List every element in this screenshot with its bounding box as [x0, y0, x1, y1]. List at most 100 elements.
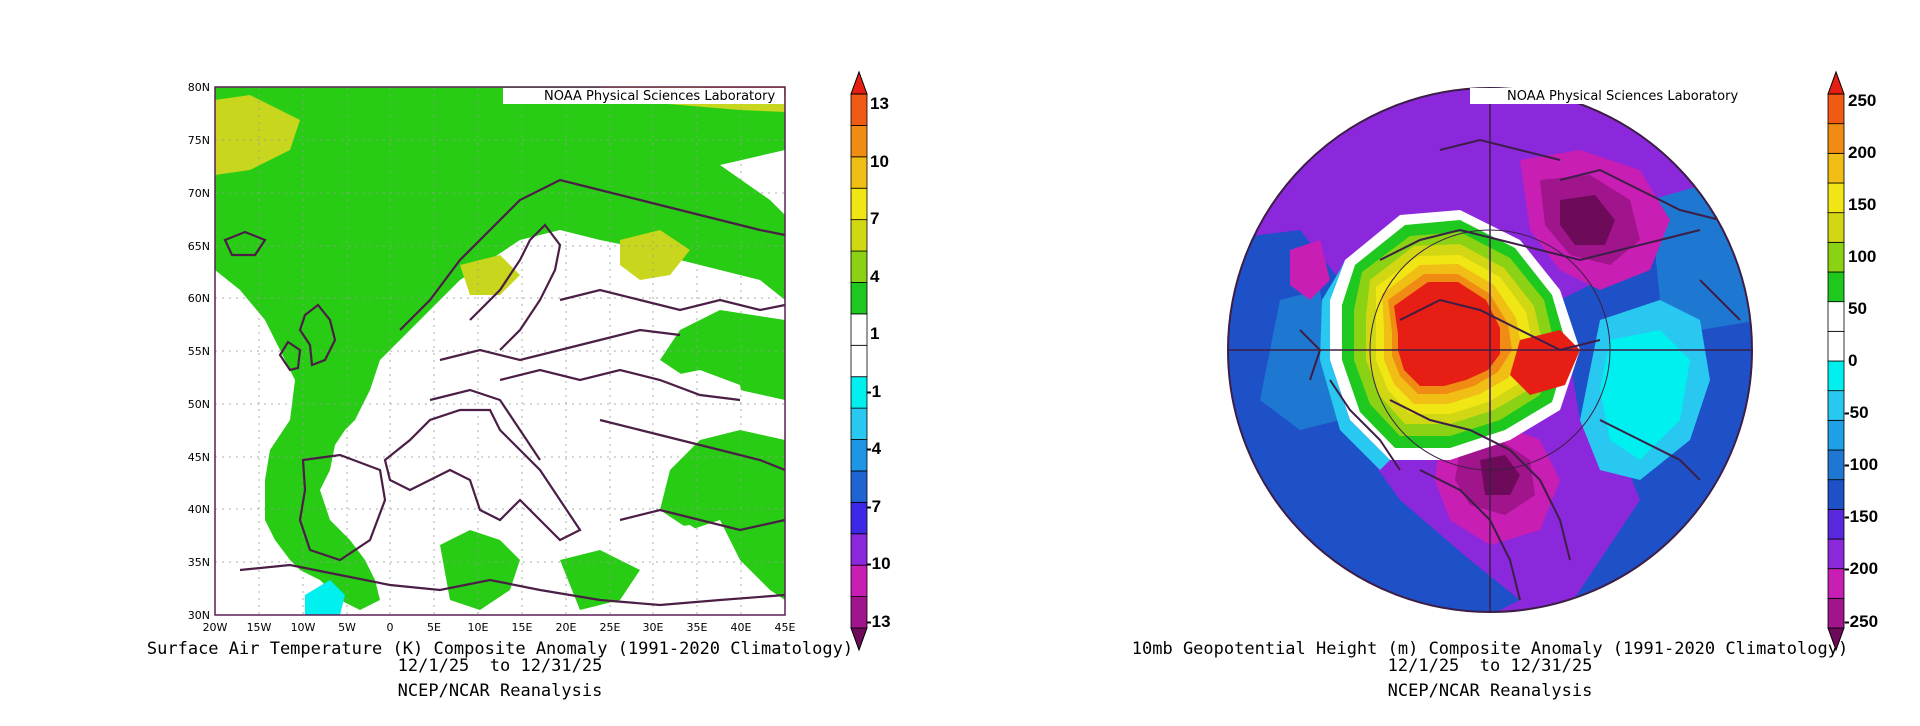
lon-label: 15W — [247, 621, 272, 634]
lon-label: 5W — [338, 621, 356, 634]
colorbar-swatch — [850, 219, 868, 252]
colorbar-swatch — [1827, 182, 1845, 214]
colorbar-label: 4 — [870, 267, 880, 286]
map-title: 10mb Geopotential Height (m) Composite A… — [1132, 639, 1848, 659]
colorbar-swatch — [1827, 330, 1845, 362]
date-range: 12/1/25 to 12/31/25 — [1388, 656, 1593, 676]
lat-label: 45N — [188, 451, 210, 464]
lon-label: 25E — [600, 621, 621, 634]
lon-label: 0 — [387, 621, 394, 634]
lon-label: 15E — [512, 621, 533, 634]
lon-label: 20W — [203, 621, 228, 634]
colorbar-swatch — [1827, 449, 1845, 481]
colorbar-label: -200 — [1844, 559, 1878, 578]
colorbar-label: 150 — [1848, 195, 1876, 214]
colorbar-swatch — [850, 596, 868, 629]
geopotential-colorbar — [1827, 70, 1845, 652]
lat-label: 40N — [188, 503, 210, 516]
colorbar-label: -13 — [866, 612, 891, 631]
colorbar-label: 50 — [1848, 299, 1867, 318]
lon-label: 10W — [291, 621, 316, 634]
coastlines — [223, 178, 786, 607]
colorbar-swatch — [850, 407, 868, 440]
colorbar-swatch — [850, 344, 868, 378]
colorbar-label: 1 — [870, 324, 879, 343]
colorbar-swatch — [1827, 479, 1845, 510]
lat-label: 50N — [188, 398, 210, 411]
date-range: 12/1/25 to 12/31/25 — [398, 656, 603, 676]
colorbar-label: 13 — [870, 94, 889, 113]
colorbar-swatch — [850, 250, 868, 283]
lat-label: 70N — [188, 187, 210, 200]
colorbar-swatch — [1827, 123, 1845, 154]
lon-label: 40E — [731, 621, 752, 634]
latitude-labels: 80N 75N 70N 65N 60N 55N 50N 45N 40N 35N … — [188, 81, 210, 622]
longitude-labels: 20W 15W 10W 5W 0 5E 10E 15E 20E 25E 30E … — [203, 621, 796, 634]
colorbar-swatch — [850, 282, 868, 315]
lat-label: 75N — [188, 134, 210, 147]
colorbar-swatch — [850, 501, 868, 535]
credit-label: NOAA Physical Sciences Laboratory — [1507, 89, 1738, 104]
colorbar-swatch — [1827, 538, 1845, 570]
lon-label: 20E — [556, 621, 577, 634]
colorbar-label: -10 — [866, 554, 891, 573]
colorbar-swatch — [850, 125, 868, 158]
warm-anomaly-region — [215, 87, 785, 610]
lon-label: 10E — [468, 621, 489, 634]
colorbar-upper-tip — [850, 70, 868, 95]
colorbar-swatch — [850, 93, 868, 126]
colorbar-swatch — [1827, 152, 1845, 184]
colorbar-label: 0 — [1848, 351, 1857, 370]
credit-label: NOAA Physical Sciences Laboratory — [544, 89, 775, 104]
lon-label: 35E — [687, 621, 708, 634]
colorbar-labels: 13 10 7 4 1 -1 -4 -7 -10 -13 — [866, 94, 891, 631]
lat-label: 60N — [188, 292, 210, 305]
geopotential-height-anomaly-map: NOAA Physical Sciences Laboratory 10mb G… — [1132, 70, 1878, 701]
colorbar-label: -150 — [1844, 507, 1878, 526]
colorbar-label: -4 — [866, 439, 882, 458]
data-source: NCEP/NCAR Reanalysis — [1388, 681, 1593, 701]
colorbar-label: -250 — [1844, 612, 1878, 631]
colorbar-label: 10 — [870, 152, 889, 171]
colorbar-label: 200 — [1848, 143, 1876, 162]
colorbar-swatch — [850, 187, 868, 221]
colorbar-label: 100 — [1848, 247, 1876, 266]
colorbar-swatch — [1827, 271, 1845, 303]
colorbar-swatch — [1827, 93, 1845, 125]
data-source: NCEP/NCAR Reanalysis — [398, 681, 603, 701]
surface-temp-anomaly-map: NOAA Physical Sciences Laboratory 80N 75… — [147, 70, 891, 701]
surface-temp-anomaly-panel: NOAA Physical Sciences Laboratory 80N 75… — [0, 0, 900, 721]
colorbar-swatch — [850, 313, 868, 346]
geopotential-height-anomaly-panel: NOAA Physical Sciences Laboratory 10mb G… — [1000, 0, 1920, 721]
lat-label: 65N — [188, 240, 210, 253]
colorbar-lower-tip — [850, 627, 868, 652]
colorbar-swatch — [850, 376, 868, 409]
colorbar-swatch — [1827, 360, 1845, 392]
colorbar-label: -50 — [1844, 403, 1869, 422]
colorbar-swatch — [1827, 508, 1845, 540]
colorbar-swatch — [1827, 597, 1845, 629]
colorbar-swatch — [1827, 241, 1845, 273]
temperature-colorbar — [850, 70, 868, 652]
colorbar-label: -100 — [1844, 455, 1878, 474]
colorbar-swatch — [850, 156, 868, 189]
colorbar-swatch — [850, 439, 868, 472]
colorbar-labels: 250 200 150 100 50 0 -50 -100 -150 -200 … — [1844, 91, 1878, 631]
colorbar-swatch — [850, 564, 868, 597]
lat-label: 30N — [188, 609, 210, 622]
colorbar-label: 250 — [1848, 91, 1876, 110]
map-title: Surface Air Temperature (K) Composite An… — [147, 639, 853, 659]
colorbar-swatch — [1827, 212, 1845, 243]
lat-label: 35N — [188, 556, 210, 569]
colorbar-label: -7 — [866, 497, 881, 516]
colorbar-swatch — [850, 533, 868, 566]
lat-label: 80N — [188, 81, 210, 94]
lon-label: 30E — [643, 621, 664, 634]
colorbar-swatch — [850, 470, 868, 503]
lat-label: 55N — [188, 345, 210, 358]
map-area — [214, 86, 786, 616]
polar-disc — [1228, 88, 1752, 612]
colorbar-swatch — [1827, 419, 1845, 451]
lon-label: 45E — [775, 621, 796, 634]
colorbar-swatch — [1827, 301, 1845, 332]
